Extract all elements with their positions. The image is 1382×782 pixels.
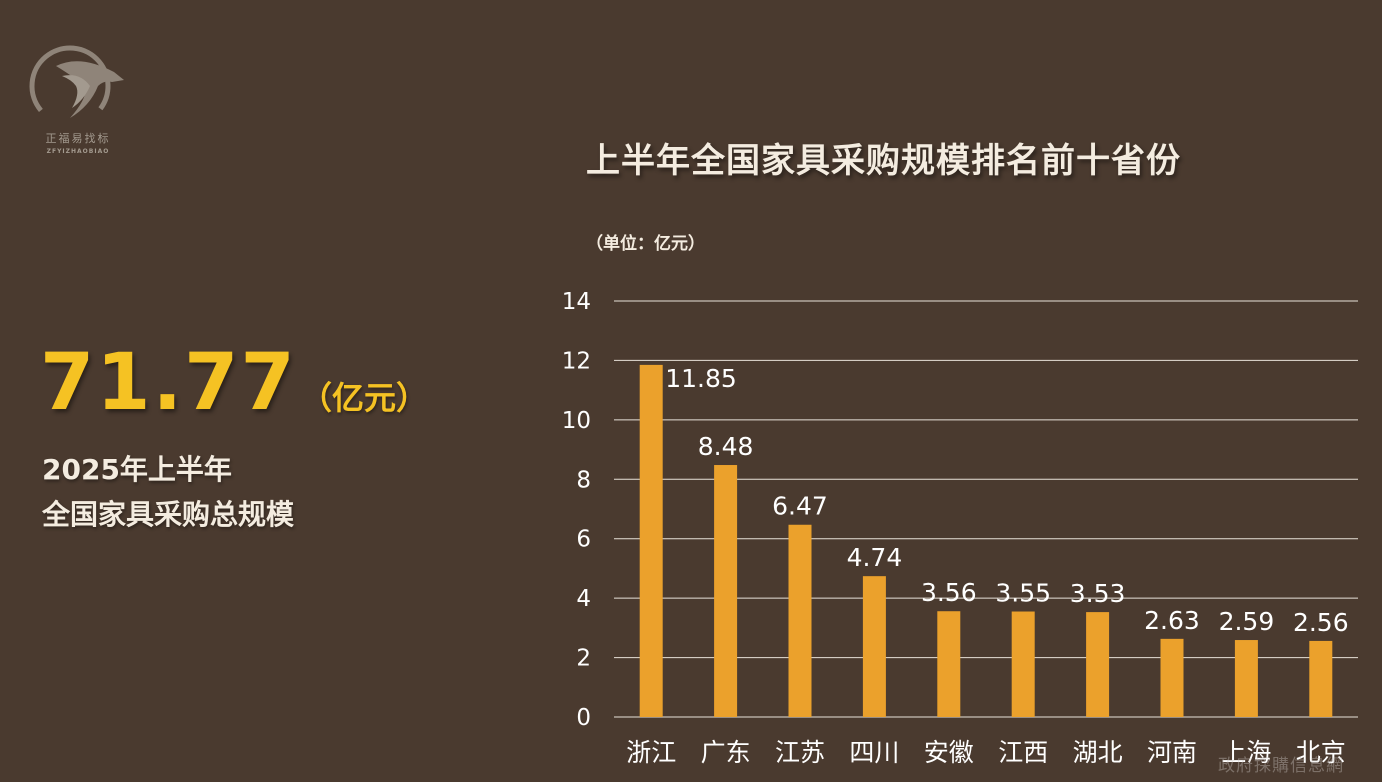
watermark: 政府採購信息網 xyxy=(1218,756,1344,776)
x-tick-label: 江西 xyxy=(998,738,1048,767)
x-tick-label: 安徽 xyxy=(924,738,974,767)
data-label: 2.56 xyxy=(1293,608,1349,637)
logo-name: 正福易找标 xyxy=(45,132,111,145)
x-tick-label: 上海 xyxy=(1221,738,1271,767)
y-tick-label: 12 xyxy=(562,348,591,374)
bar-chart: 0 2 4 6 8 10 12 14 11.85 8.48 6.47 4.74 3.56 3.55 3.5… xyxy=(562,289,1358,767)
total-description-line2: 全国家具采购总规模 xyxy=(42,498,295,531)
total-description-line1: 2025年上半年 xyxy=(42,453,232,486)
data-labels: 11.85 8.48 6.47 4.74 3.56 3.55 3.53 2.63 2.59 2.5… xyxy=(665,364,1348,637)
chart-unit-label: （单位：亿元） xyxy=(586,234,705,254)
y-tick-label: 0 xyxy=(576,705,591,731)
x-tick-label: 北京 xyxy=(1296,738,1346,767)
bars xyxy=(639,364,1333,717)
eagle-logo-icon xyxy=(29,45,124,127)
total-value: 71.77 xyxy=(40,338,297,428)
logo-subtitle: ZFYIZHAOBIAO xyxy=(46,148,110,155)
y-tick-label: 4 xyxy=(576,586,591,612)
y-axis-ticks: 0 2 4 6 8 10 12 14 xyxy=(562,289,591,731)
data-label: 3.55 xyxy=(995,579,1051,608)
y-tick-label: 8 xyxy=(576,467,591,493)
y-tick-label: 10 xyxy=(562,408,591,434)
y-tick-label: 14 xyxy=(562,289,591,315)
data-label: 6.47 xyxy=(772,492,828,521)
bar xyxy=(714,465,738,717)
bar xyxy=(639,364,663,717)
data-label: 2.59 xyxy=(1219,607,1275,636)
bar xyxy=(788,524,812,717)
data-label: 4.74 xyxy=(847,543,903,572)
bar xyxy=(862,576,886,717)
x-tick-label: 江苏 xyxy=(775,738,825,767)
x-tick-label: 广东 xyxy=(701,738,751,767)
bar xyxy=(937,611,961,717)
bar xyxy=(1309,640,1333,717)
x-tick-label: 浙江 xyxy=(626,738,676,767)
data-label: 3.56 xyxy=(921,578,977,607)
logo: 正福易找标 ZFYIZHAOBIAO xyxy=(28,44,128,164)
chart-title: 上半年全国家具采购规模排名前十省份 xyxy=(586,141,1181,181)
bar xyxy=(1086,612,1110,717)
total-unit: （亿元） xyxy=(300,379,429,417)
x-tick-label: 湖北 xyxy=(1073,738,1123,767)
data-label: 11.85 xyxy=(665,364,737,393)
bar xyxy=(1234,640,1258,717)
data-label: 8.48 xyxy=(698,432,754,461)
x-tick-label: 四川 xyxy=(849,738,899,767)
x-tick-label: 河南 xyxy=(1147,738,1197,767)
gridlines xyxy=(614,300,1358,718)
data-label: 2.63 xyxy=(1144,606,1200,635)
data-label: 3.53 xyxy=(1070,579,1126,608)
y-tick-label: 6 xyxy=(576,527,591,553)
bar xyxy=(1160,638,1184,717)
y-tick-label: 2 xyxy=(576,646,591,672)
x-axis-ticks: 浙江 广东 江苏 四川 安徽 江西 湖北 河南 上海 北京 xyxy=(626,738,1346,767)
bar xyxy=(1011,611,1035,717)
